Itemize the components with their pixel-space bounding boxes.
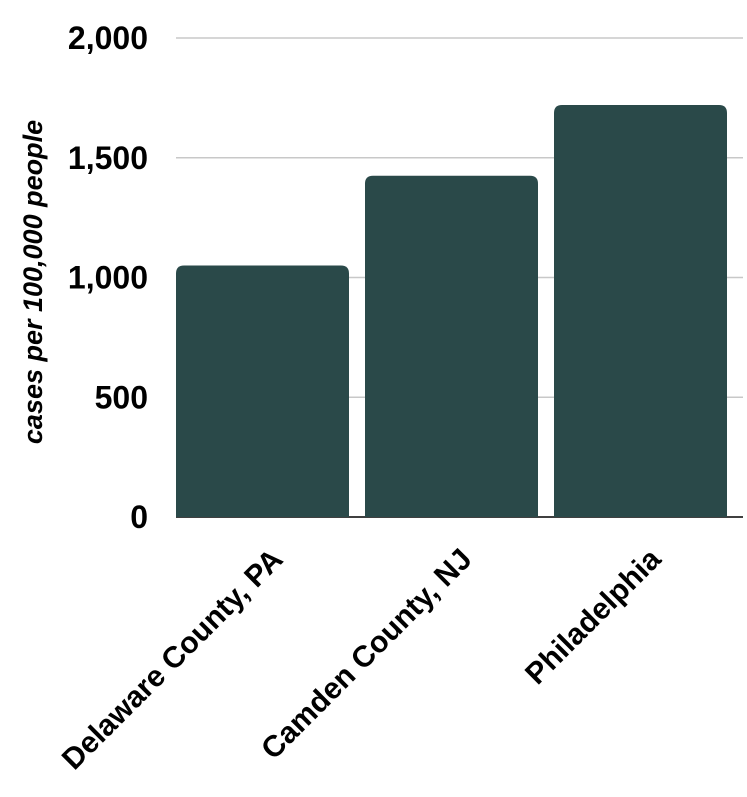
y-tick-label: 1,000 — [68, 260, 148, 296]
bars — [176, 105, 727, 517]
bar — [176, 265, 349, 517]
bar — [554, 105, 727, 517]
x-tick-label: Delaware County, PA — [56, 543, 290, 777]
x-tick-label: Camden County, NJ — [255, 543, 478, 766]
y-axis-ticks: 0 500 1,000 1,500 2,000 — [68, 20, 148, 535]
x-tick-label: Philadelphia — [519, 542, 668, 691]
y-tick-label: 1,500 — [68, 140, 148, 176]
y-tick-label: 500 — [95, 379, 148, 415]
y-axis-title: cases per 100,000 people — [18, 120, 48, 444]
y-tick-label: 0 — [130, 499, 148, 535]
bar — [365, 175, 538, 517]
y-tick-label: 2,000 — [68, 20, 148, 56]
